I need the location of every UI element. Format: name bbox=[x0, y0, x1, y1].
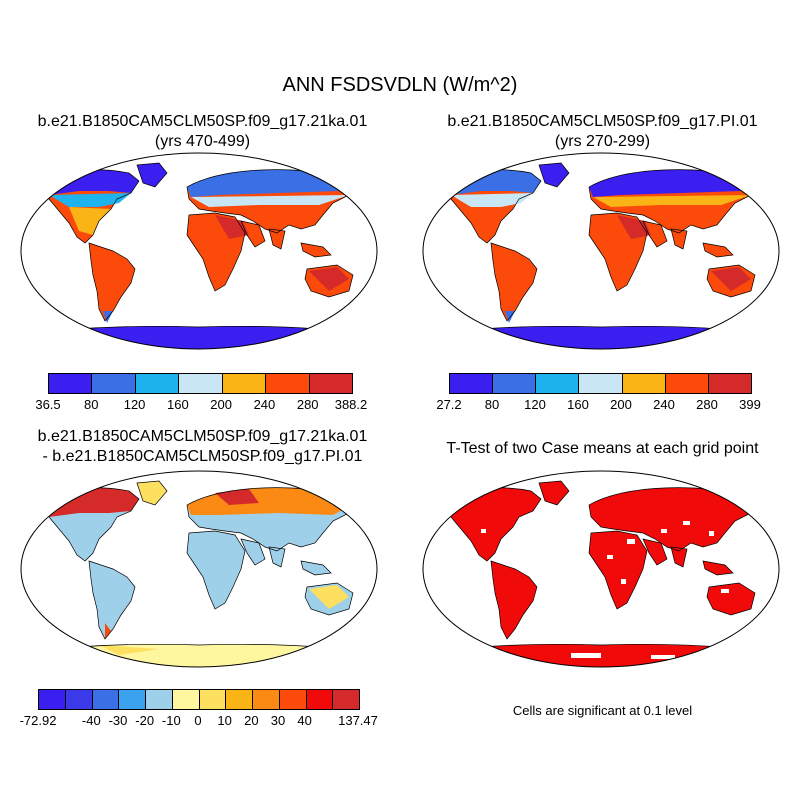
colorbar-bottom-left-swatch bbox=[279, 690, 307, 709]
colorbar-bottom-left-label: 30 bbox=[270, 713, 286, 728]
panel-br-title: T-Test of two Case means at each grid po… bbox=[446, 440, 759, 457]
colorbar-bottom-left-swatch bbox=[253, 690, 280, 709]
colorbar-bottom-left-swatch bbox=[306, 690, 334, 709]
map-top-left bbox=[20, 152, 378, 350]
colorbar-top-left-label: 160 bbox=[166, 397, 189, 412]
colorbar-bottom-left-swatch bbox=[146, 690, 173, 709]
panel-tr-title-line2: (yrs 270-299) bbox=[554, 133, 651, 150]
colorbar-top-left bbox=[48, 373, 353, 394]
figure-title: ANN FSDSVDLN (W/m^2) bbox=[282, 74, 518, 96]
panel-tl-title-line1: b.e21.B1850CAM5CLM50SP.f09_g17.21ka.01 bbox=[37, 113, 368, 130]
colorbar-top-left-label: 388.2 bbox=[334, 397, 368, 412]
colorbar-top-right-swatch bbox=[622, 374, 666, 393]
colorbar-bottom-left-swatch bbox=[65, 690, 93, 709]
colorbar-bottom-left-swatch bbox=[92, 690, 120, 709]
colorbar-top-right-label: 27.2 bbox=[436, 397, 462, 412]
colorbar-top-left-swatch bbox=[266, 374, 310, 393]
colorbar-bottom-left-label: -40 bbox=[81, 713, 101, 728]
colorbar-top-right bbox=[449, 373, 752, 394]
colorbar-top-left-label: 280 bbox=[296, 397, 319, 412]
colorbar-top-right-label: 200 bbox=[610, 397, 632, 412]
colorbar-top-right-label: 160 bbox=[567, 397, 589, 412]
colorbar-top-left-swatch bbox=[309, 374, 352, 393]
panel-tl-title-line2: (yrs 470-499) bbox=[154, 133, 251, 150]
panel-bl-title-line1: b.e21.B1850CAM5CLM50SP.f09_g17.21ka.01 bbox=[37, 428, 368, 445]
colorbar-bottom-left-swatch bbox=[226, 690, 253, 709]
colorbar-top-right-label: 120 bbox=[524, 397, 546, 412]
colorbar-top-right-label: 280 bbox=[696, 397, 718, 412]
colorbar-bottom-left-label: -30 bbox=[108, 713, 128, 728]
colorbar-bottom-left-swatch bbox=[199, 690, 227, 709]
panel-tl-title: b.e21.B1850CAM5CLM50SP.f09_g17.21ka.01 (… bbox=[0, 112, 405, 152]
colorbar-top-right-swatch bbox=[536, 374, 580, 393]
colorbar-top-left-swatch bbox=[135, 374, 180, 393]
colorbar-bottom-left-swatch bbox=[119, 690, 146, 709]
colorbar-top-right-swatch bbox=[708, 374, 751, 393]
colorbar-bottom-left-label: 10 bbox=[217, 713, 232, 728]
colorbar-bottom-left-label: -20 bbox=[135, 713, 155, 728]
panel-bl-title: b.e21.B1850CAM5CLM50SP.f09_g17.21ka.01 -… bbox=[0, 427, 405, 467]
panel-tr-title-line1: b.e21.B1850CAM5CLM50SP.f09_g17.PI.01 bbox=[447, 113, 758, 130]
colorbar-top-left-label: 120 bbox=[123, 397, 146, 412]
map-bottom-left bbox=[20, 470, 378, 668]
colorbar-bottom-left-label: -72.92 bbox=[19, 713, 57, 728]
colorbar-bottom-left-swatch bbox=[172, 690, 200, 709]
panel-tr-title: b.e21.B1850CAM5CLM50SP.f09_g17.PI.01 (yr… bbox=[405, 112, 800, 152]
map-top-right bbox=[422, 152, 780, 350]
colorbar-top-left-label: 240 bbox=[253, 397, 276, 412]
map-bottom-right bbox=[422, 470, 780, 668]
colorbar-bottom-left bbox=[38, 689, 360, 710]
colorbar-top-left-label: 36.5 bbox=[35, 397, 61, 412]
colorbar-bottom-left-swatch bbox=[39, 690, 66, 709]
colorbar-top-left-label: 200 bbox=[210, 397, 232, 412]
colorbar-top-right-swatch bbox=[493, 374, 537, 393]
colorbar-top-right-label: 80 bbox=[484, 397, 500, 412]
significance-note: Cells are significant at 0.1 level bbox=[512, 703, 693, 718]
colorbar-top-left-swatch bbox=[92, 374, 136, 393]
colorbar-top-left-swatch bbox=[222, 374, 267, 393]
colorbar-top-right-swatch bbox=[450, 374, 494, 393]
colorbar-top-right-label: 240 bbox=[653, 397, 675, 412]
colorbar-top-left-swatch bbox=[179, 374, 223, 393]
colorbar-bottom-left-label: 137.47 bbox=[338, 713, 378, 728]
colorbar-bottom-left-label: -10 bbox=[161, 713, 181, 728]
colorbar-top-left-swatch bbox=[49, 374, 93, 393]
colorbar-top-left-label: 80 bbox=[84, 397, 99, 412]
colorbar-top-right-swatch bbox=[579, 374, 623, 393]
colorbar-bottom-left-label: 0 bbox=[194, 713, 202, 728]
panel-bl-title-line2: - b.e21.B1850CAM5CLM50SP.f09_g17.PI.01 bbox=[42, 448, 363, 465]
colorbar-bottom-left-label: 20 bbox=[244, 713, 259, 728]
colorbar-bottom-left-swatch bbox=[333, 690, 359, 709]
colorbar-top-right-label: 399 bbox=[739, 397, 761, 412]
colorbar-bottom-left-label: 40 bbox=[297, 713, 312, 728]
colorbar-top-right-swatch bbox=[665, 374, 709, 393]
